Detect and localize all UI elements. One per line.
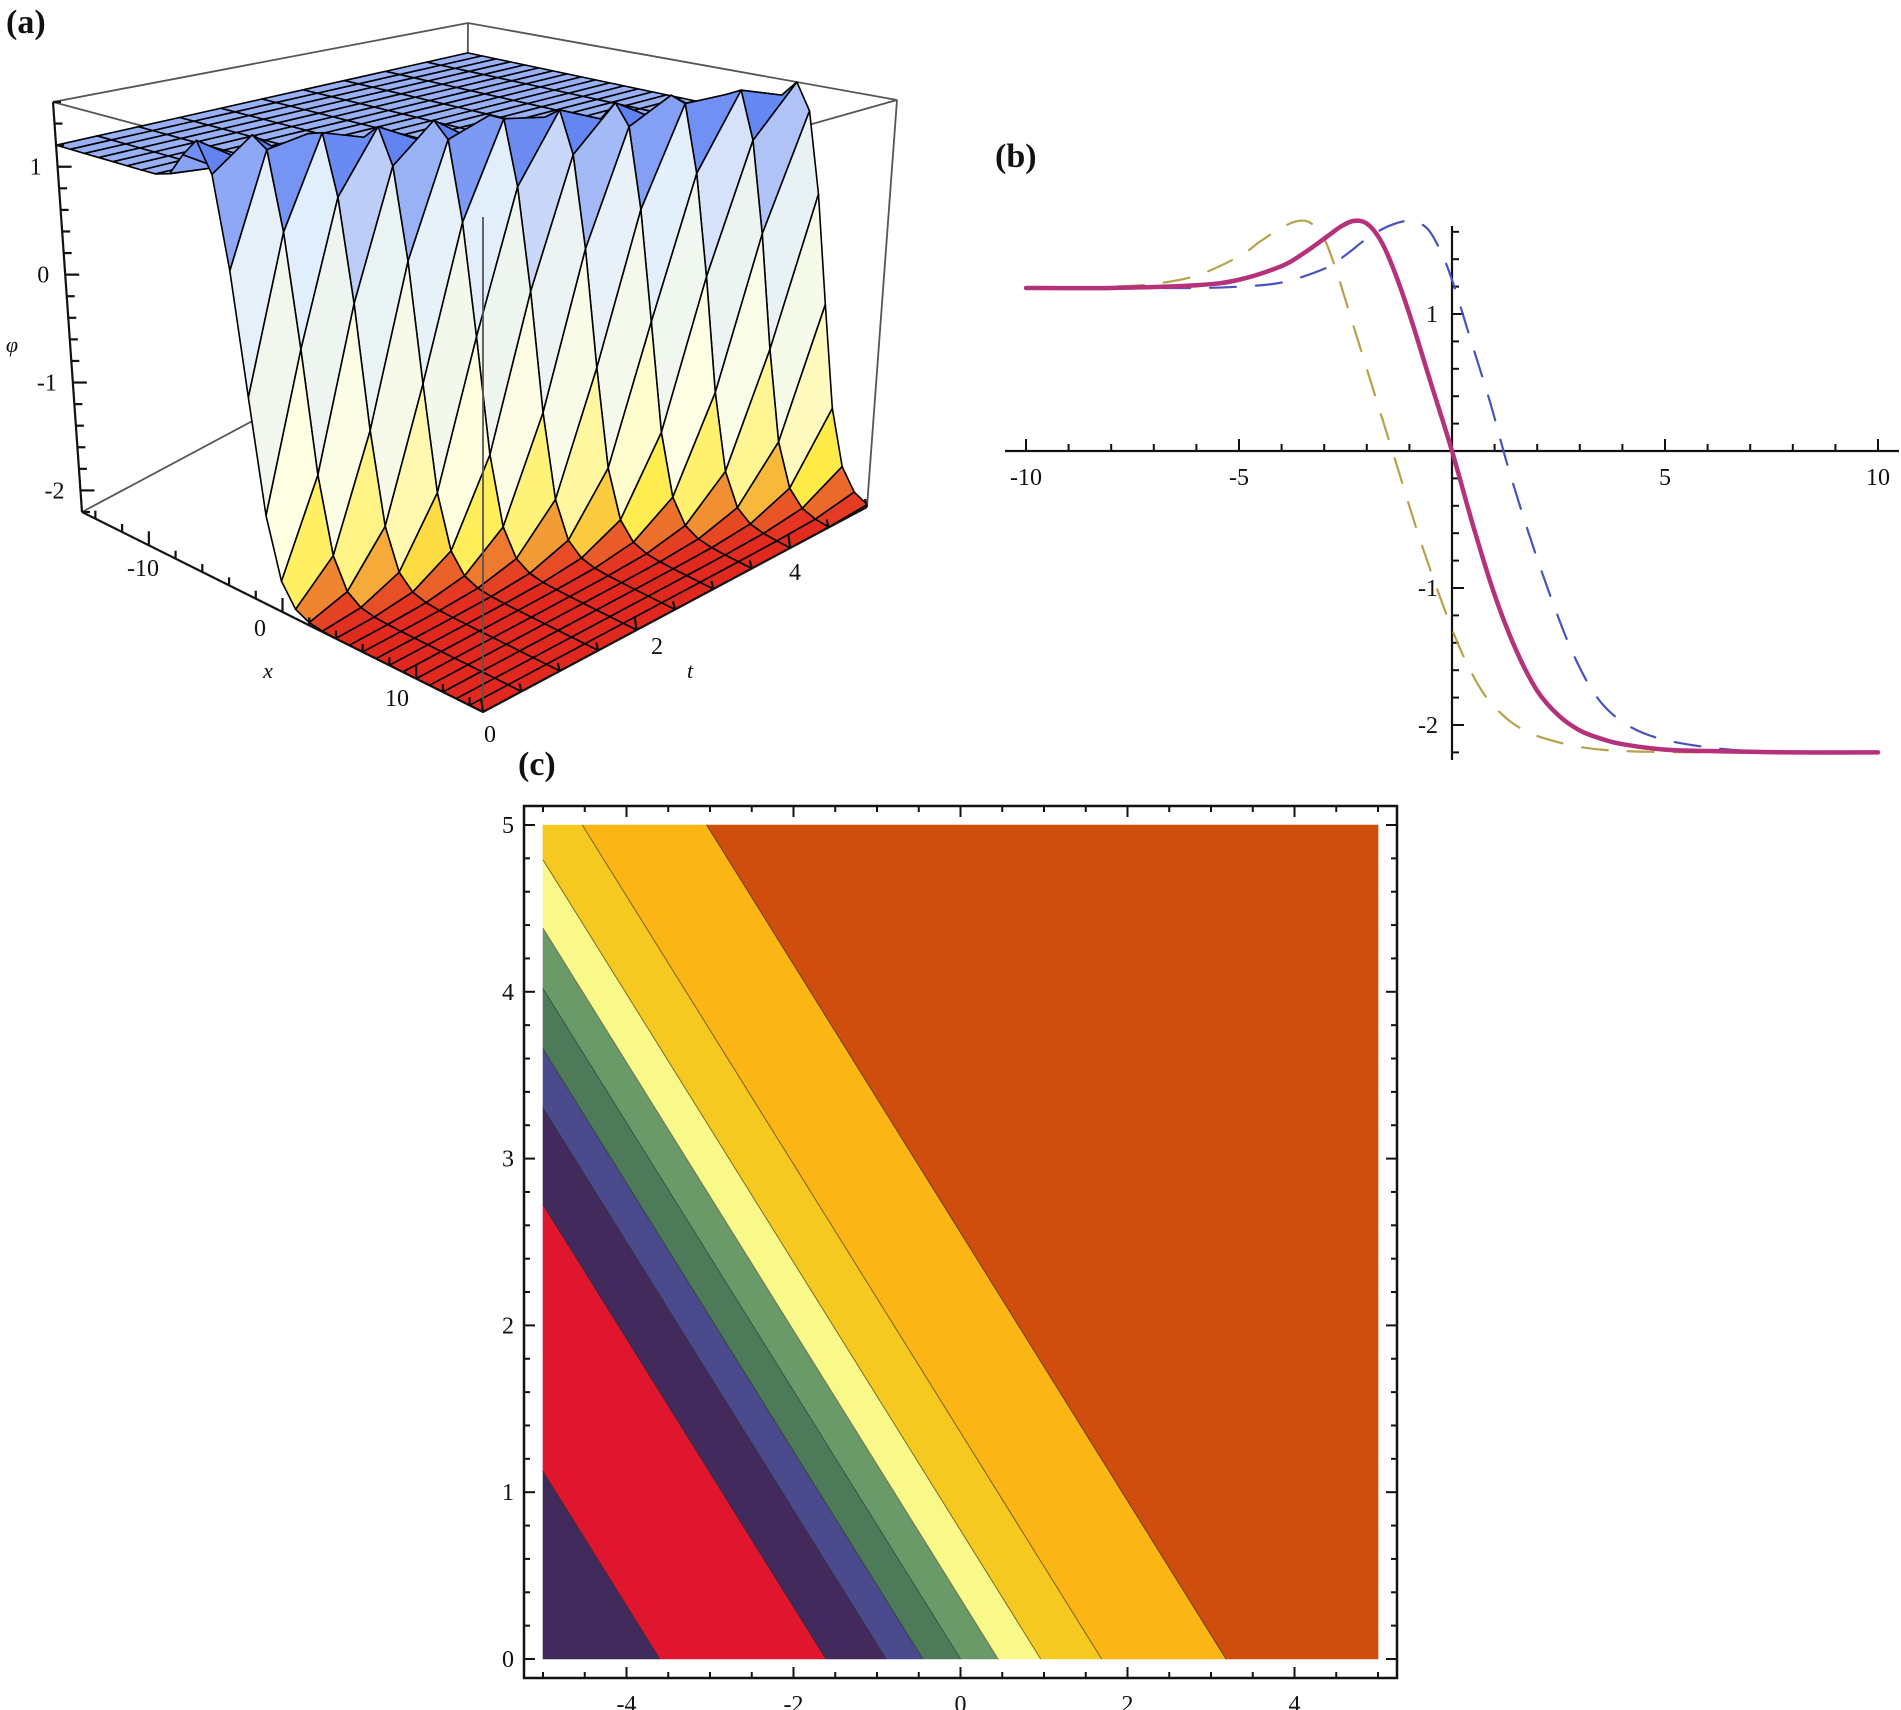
series-dashed-blue — [1024, 219, 1880, 754]
panel-label-a: (a) — [6, 4, 46, 41]
t-tick-label: 0 — [484, 722, 496, 748]
t-tick — [825, 519, 830, 528]
z-tick-label: 1 — [30, 155, 42, 181]
contour-line — [542, 1471, 661, 1660]
z-tick-label: 0 — [37, 263, 49, 289]
t-tick — [671, 601, 677, 610]
contour-line — [542, 1107, 887, 1660]
contour-band — [542, 824, 1103, 1660]
t-tick — [710, 580, 715, 590]
bounding-box-front — [482, 99, 898, 712]
t-tick — [595, 642, 600, 651]
x-tick-label: 5 — [1659, 465, 1671, 491]
y-tick-label: 4 — [502, 980, 514, 1006]
box-right-vertical — [866, 99, 898, 508]
contour-line — [542, 1204, 827, 1660]
z-axis-label: φ — [6, 332, 18, 357]
y-tick-label: 1 — [502, 1480, 514, 1506]
x-tick-label: -2 — [784, 1692, 804, 1710]
contour-line — [542, 859, 1042, 1660]
panel-label-b: (b) — [995, 138, 1037, 175]
x-tick-label: -4 — [617, 1692, 637, 1710]
t-tick — [518, 683, 523, 692]
line-plot: -10 -5 5 10 1 -1 -2 — [1005, 218, 1899, 760]
axes-b: -10 -5 5 10 1 -1 -2 — [1005, 226, 1899, 760]
z-tick-label: -1 — [37, 371, 57, 397]
y-tick-label: 0 — [502, 1647, 514, 1673]
x-axis-label: x — [262, 658, 273, 683]
x-tick-label: 2 — [1122, 1692, 1134, 1710]
y-tick-label: -2 — [1418, 713, 1438, 739]
z-axis — [51, 101, 84, 513]
t-tick — [748, 560, 753, 569]
y-tick-label: 1 — [1426, 302, 1438, 328]
x-tick-label: -10 — [127, 556, 159, 582]
contour-line — [542, 1048, 924, 1660]
x-tick-label: -5 — [1229, 465, 1249, 491]
x-tick-label: 0 — [254, 616, 266, 642]
series-solid — [1023, 218, 1881, 755]
y-tick-label: 2 — [502, 1313, 514, 1339]
t-axis-label: t — [687, 658, 694, 683]
t-tick — [633, 615, 638, 631]
contour-line — [542, 988, 961, 1660]
x-tick-label: -10 — [1010, 465, 1042, 491]
z-tick-label: -2 — [44, 478, 64, 504]
t-tick — [479, 697, 485, 713]
t-tick-label: 2 — [651, 634, 663, 660]
t-tick — [556, 662, 561, 672]
x-tick-label: 10 — [1866, 465, 1890, 491]
x-tick-label: 4 — [1289, 1692, 1301, 1710]
contour-line — [581, 824, 1103, 1660]
axes-a — [51, 100, 869, 713]
y-tick-label: 3 — [502, 1147, 514, 1173]
surface — [55, 52, 868, 713]
contour-bands — [542, 824, 1379, 1660]
frame-c: -4 -2 0 2 4 0 1 2 3 4 5 — [502, 804, 1399, 1710]
contour-line — [542, 927, 999, 1660]
t-tick-label: 4 — [789, 560, 801, 586]
y-tick-label: 5 — [502, 813, 514, 839]
t-tick — [787, 533, 792, 549]
series-dashed-olive — [1024, 219, 1880, 754]
t-tick — [863, 498, 869, 508]
x-tick-label: 10 — [385, 686, 409, 712]
panel-label-c: (c) — [518, 746, 556, 783]
y-tick-label: -1 — [1418, 576, 1438, 602]
x-tick-label: 0 — [955, 1692, 967, 1710]
contour-line — [706, 824, 1227, 1660]
